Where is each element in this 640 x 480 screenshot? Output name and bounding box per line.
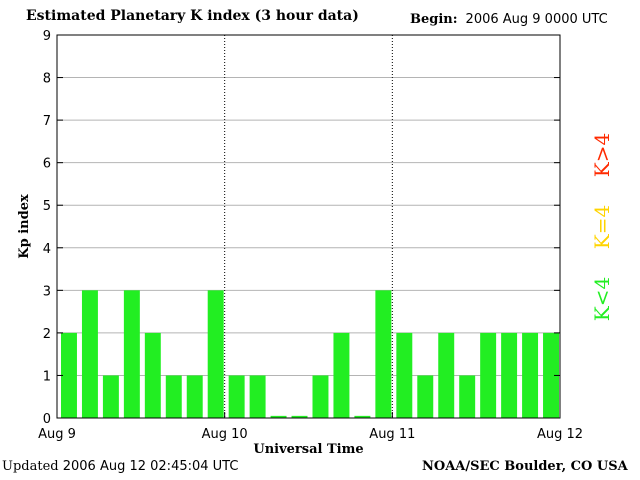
kp-bar <box>102 375 119 418</box>
legend-k-below-4: K<4 <box>587 264 617 334</box>
legend-k-below-4-label: K<4 <box>590 276 614 322</box>
x-axis-ticks: Aug 9 Aug 10 Aug 11 Aug 12 <box>38 412 583 442</box>
kp-bar <box>543 332 559 418</box>
legend-k-above-4-label: K>4 <box>590 132 614 178</box>
kp-bar <box>396 332 413 418</box>
y-tick-label: 5 <box>43 199 51 214</box>
kp-bar <box>186 375 203 418</box>
kp-bar <box>459 375 476 418</box>
y-tick-label: 4 <box>43 242 51 257</box>
y-tick-label: 3 <box>43 284 51 299</box>
begin-info: Begin: 2006 Aug 9 0000 UTC <box>410 12 608 27</box>
y-tick-label: 9 <box>43 29 51 44</box>
y-axis-label: Kp index <box>17 194 32 259</box>
y-tick-label: 7 <box>43 114 51 129</box>
kp-bar <box>354 415 371 418</box>
kp-bar <box>249 375 266 418</box>
kp-bar <box>270 415 287 418</box>
legend-k-above-4: K>4 <box>587 120 617 190</box>
kp-bar <box>61 332 77 418</box>
kp-bar <box>291 415 308 418</box>
bars <box>61 290 559 418</box>
kp-bar <box>312 375 329 418</box>
y-tick-label: 0 <box>43 412 51 427</box>
kp-bar <box>144 332 161 418</box>
y-tick-label: 6 <box>43 157 51 172</box>
kp-bar <box>522 332 539 418</box>
y-tick-label: 1 <box>43 369 51 384</box>
y-tick-label: 2 <box>43 327 51 342</box>
updated-value: 2006 Aug 12 02:45:04 UTC <box>62 459 239 474</box>
legend-k-equal-4-label: K=4 <box>590 204 614 250</box>
y-tick-label: 8 <box>43 72 51 87</box>
kp-bar <box>375 290 392 418</box>
source-credit: NOAA/SEC Boulder, CO USA <box>422 459 628 474</box>
x-tick-label: Aug 11 <box>369 427 415 442</box>
x-tick-label: Aug 12 <box>537 427 583 442</box>
gridlines <box>57 77 560 376</box>
kp-bar <box>417 375 434 418</box>
x-tick-label: Aug 10 <box>202 427 248 442</box>
kp-bar <box>81 290 98 418</box>
y-axis-ticks: 0 1 2 3 4 5 6 7 8 9 <box>43 29 560 427</box>
kp-bar <box>480 332 497 418</box>
day-dividers <box>224 35 393 418</box>
begin-label: Begin: <box>410 12 458 27</box>
chart-title: Estimated Planetary K index (3 hour data… <box>26 8 359 24</box>
kp-bar <box>438 332 455 418</box>
legend-k-equal-4: K=4 <box>587 192 617 262</box>
plot-frame <box>56 34 561 419</box>
kp-bar <box>165 375 182 418</box>
kp-bar <box>123 290 140 418</box>
updated-info: Updated 2006 Aug 12 02:45:04 UTC <box>2 459 238 474</box>
x-axis-label: Universal Time <box>253 442 363 457</box>
begin-value: 2006 Aug 9 0000 UTC <box>465 12 608 27</box>
kp-bar <box>333 332 350 418</box>
kp-bar <box>207 290 224 418</box>
kp-bar <box>501 332 518 418</box>
x-tick-label: Aug 9 <box>38 427 76 442</box>
updated-label: Updated <box>2 459 59 474</box>
kp-bar <box>228 375 245 418</box>
